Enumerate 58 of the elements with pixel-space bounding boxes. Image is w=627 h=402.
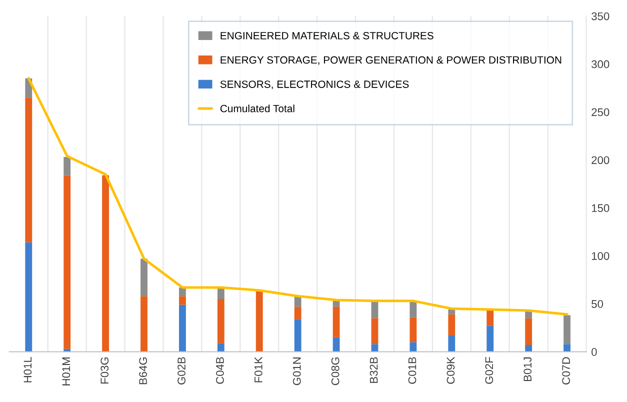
line-series	[27, 77, 568, 316]
bar	[332, 306, 340, 338]
bar	[178, 304, 186, 352]
x-tick-label: F03G	[100, 357, 109, 384]
bar	[256, 290, 263, 352]
x-tick-label: G01N	[292, 358, 301, 386]
x-tick-label: G02B	[178, 357, 186, 384]
bar	[294, 319, 302, 352]
x-tick-label: B64G	[139, 357, 147, 384]
bar	[25, 242, 32, 352]
x-tick-label: C07D	[562, 357, 570, 384]
x-tick-label: H01L	[24, 356, 32, 382]
bar	[217, 343, 224, 352]
legend-label: ENGINEERED MATERIALS & STRUCTURES	[220, 32, 434, 40]
bar	[64, 157, 71, 176]
bar	[525, 345, 532, 352]
x-tick-label: F01K	[254, 356, 262, 382]
bar	[525, 318, 532, 346]
bar	[448, 335, 456, 352]
bar	[294, 306, 302, 320]
bar	[486, 326, 494, 352]
bar	[25, 98, 32, 242]
bar	[410, 317, 417, 342]
x-tick-label: C08G	[331, 357, 340, 386]
x-tick-label: B01J	[524, 357, 532, 382]
y-tick-label: 150	[592, 204, 610, 212]
bar	[448, 310, 456, 314]
bar	[217, 288, 224, 299]
x-tick-label: C01B	[408, 357, 416, 384]
bar	[410, 300, 417, 318]
bar	[448, 314, 456, 336]
legend-label: Cumulated Total	[220, 104, 294, 112]
x-tick-label: C04B	[216, 357, 224, 384]
bar	[564, 315, 570, 344]
x-tick-label: B32B	[370, 357, 378, 383]
y-tick-label: 100	[592, 252, 610, 260]
bar	[64, 175, 71, 349]
legend-label: SENSORS, ELECTRONICS & DEVICES	[220, 80, 409, 90]
legend-label: ENERGY STORAGE, POWER GENERATION & POWER DISTRIBUTION	[220, 56, 562, 65]
bar	[410, 342, 417, 352]
y-tick-label: 0	[592, 348, 597, 356]
bar	[178, 296, 186, 305]
bar	[140, 258, 148, 296]
bar	[102, 175, 110, 352]
bar	[140, 296, 148, 352]
bar	[178, 287, 186, 296]
y-tick-label: 50	[592, 300, 604, 308]
y-tick-label: 200	[592, 156, 610, 164]
bar	[486, 310, 494, 326]
bar	[564, 344, 570, 352]
bar	[371, 318, 378, 344]
y-tick-label: 300	[592, 60, 610, 68]
bar	[217, 299, 224, 344]
x-tick-label: H01M	[62, 358, 70, 386]
y-tick-label: 250	[592, 108, 610, 116]
y-tick-label: 350	[592, 12, 610, 20]
x-tick-label: G02F	[485, 357, 494, 384]
x-tick-label: C09K	[446, 356, 455, 384]
